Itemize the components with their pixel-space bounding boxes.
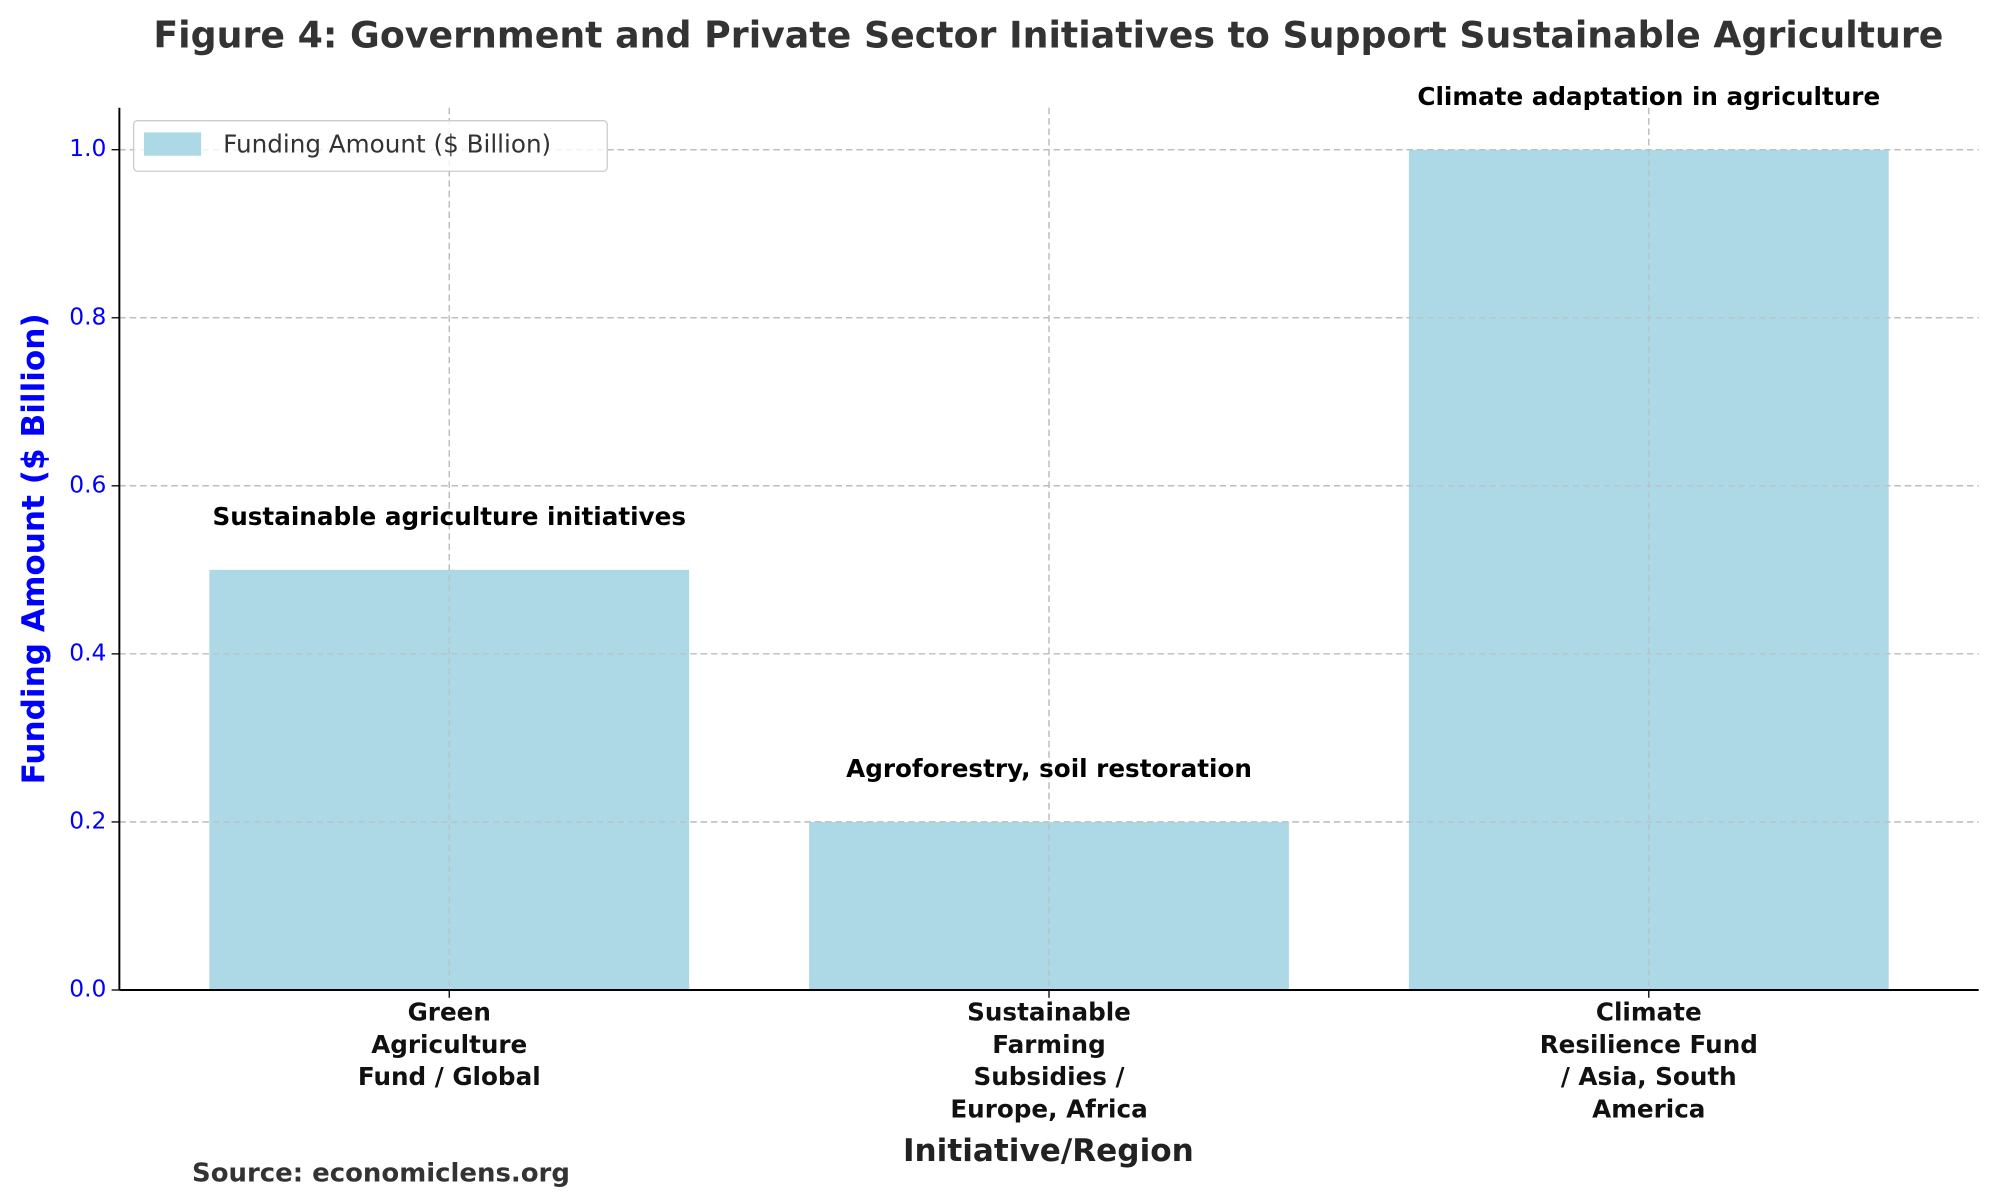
bar-annotation: Climate adaptation in agriculture (1417, 82, 1880, 111)
bar-annotation: Agroforestry, soil restoration (846, 754, 1252, 783)
x-tick-label: Green Agriculture Fund / Global (358, 997, 541, 1091)
x-axis-label: Initiative/Region (903, 1133, 1194, 1169)
y-tick-label: 0.0 (69, 974, 106, 1002)
y-tick-label: 0.6 (69, 470, 106, 498)
y-tick-label: 0.2 (69, 806, 106, 834)
y-tick-label: 1.0 (69, 134, 106, 162)
legend-label: Funding Amount ($ Billion) (223, 129, 551, 158)
x-tick-label: Climate Resilience Fund / Asia, South Ameri… (1540, 997, 1758, 1123)
legend-swatch (144, 132, 202, 156)
legend-box (132, 120, 608, 172)
chart-title: Figure 4: Government and Private Sector … (153, 14, 1943, 57)
bar-annotation: Sustainable agriculture initiatives (212, 502, 686, 531)
y-axis-label: Funding Amount ($ Billion) (16, 313, 52, 784)
y-tick-label: 0.4 (69, 638, 106, 666)
x-tick-label: Sustainable Farming Subsidies / Europe, Afr… (950, 997, 1147, 1123)
source-note: Source: economiclens.org (192, 1159, 570, 1189)
y-tick-label: 0.8 (69, 302, 106, 330)
